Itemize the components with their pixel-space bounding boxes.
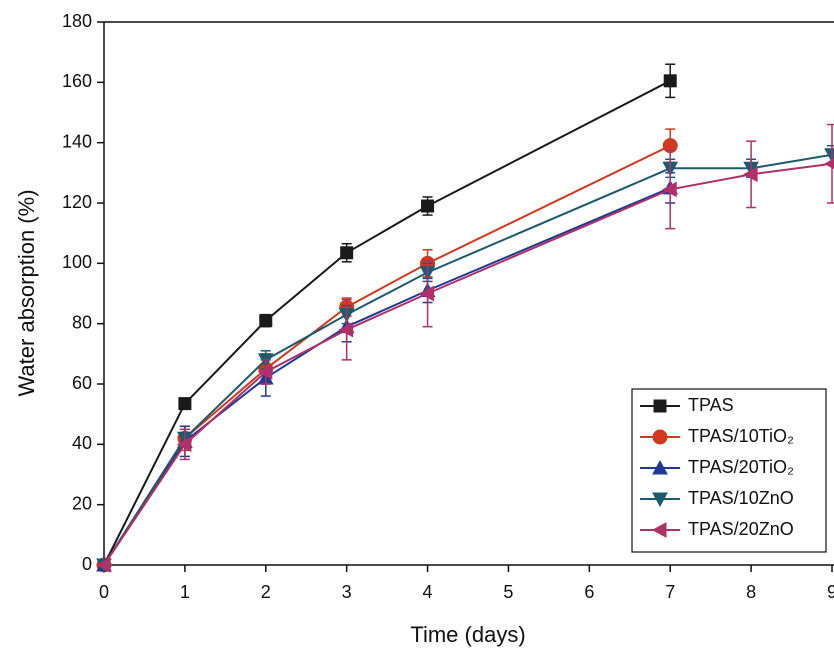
marker — [341, 247, 353, 259]
series-line — [104, 146, 670, 565]
legend-label: TPAS/10ZnO — [688, 488, 794, 508]
marker — [179, 398, 191, 410]
x-tick-label: 5 — [503, 582, 513, 602]
y-tick-label: 40 — [72, 433, 92, 453]
x-tick-label: 7 — [665, 582, 675, 602]
x-tick-label: 8 — [746, 582, 756, 602]
y-tick-label: 100 — [62, 252, 92, 272]
series-line — [104, 81, 670, 565]
x-tick-label: 6 — [584, 582, 594, 602]
marker — [664, 75, 676, 87]
legend-label: TPAS/20ZnO — [688, 519, 794, 539]
legend-label: TPAS — [688, 395, 734, 415]
y-tick-label: 160 — [62, 71, 92, 91]
x-tick-label: 4 — [423, 582, 433, 602]
y-tick-label: 80 — [72, 312, 92, 332]
legend-label: TPAS/20TiO₂ — [688, 457, 794, 477]
marker — [422, 200, 434, 212]
series-line — [104, 188, 670, 565]
marker — [260, 315, 272, 327]
chart: Time (days) Water absorption (%) 0204060… — [0, 0, 834, 651]
y-tick-label: 120 — [62, 192, 92, 212]
page: {"chart_data": {"type": "line", "x_label… — [0, 0, 834, 651]
y-axis-label: Water absorption (%) — [14, 189, 39, 396]
legend-marker — [654, 400, 666, 412]
y-tick-label: 180 — [62, 11, 92, 31]
x-tick-label: 9 — [827, 582, 834, 602]
legend-label: TPAS/10TiO₂ — [688, 426, 794, 446]
x-tick-label: 0 — [99, 582, 109, 602]
legend-marker — [653, 430, 667, 444]
y-tick-label: 20 — [72, 493, 92, 513]
x-tick-label: 3 — [342, 582, 352, 602]
y-tick-label: 60 — [72, 373, 92, 393]
x-tick-label: 2 — [261, 582, 271, 602]
y-tick-label: 140 — [62, 131, 92, 151]
x-tick-label: 1 — [180, 582, 190, 602]
y-tick-label: 0 — [82, 554, 92, 574]
x-axis-label: Time (days) — [410, 622, 525, 647]
